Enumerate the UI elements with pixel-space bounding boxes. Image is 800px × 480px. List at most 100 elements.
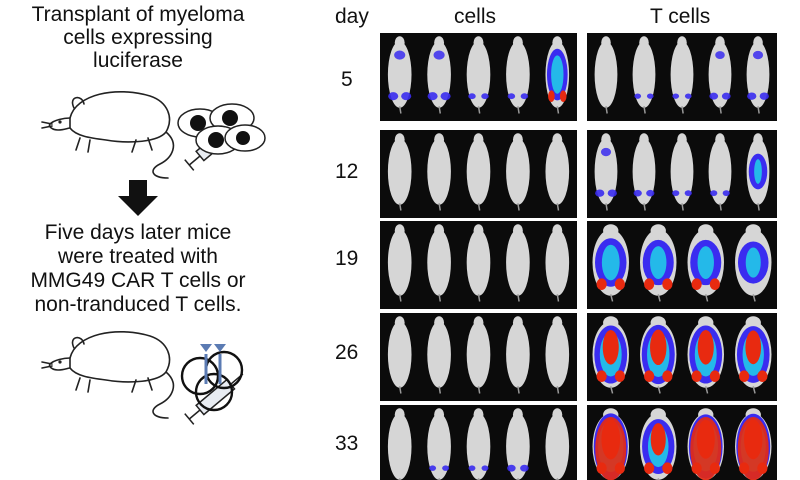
imaging-panel-left — [380, 130, 577, 218]
imaging-panel-right — [587, 33, 777, 121]
step2-line: were treated with — [58, 245, 218, 268]
luminescence-signal — [429, 465, 450, 471]
mouse-image — [466, 316, 491, 394]
day-label: 33 — [335, 432, 359, 455]
mouse-image — [427, 408, 451, 480]
mouse-image — [545, 133, 570, 211]
mouse-image — [545, 316, 570, 394]
mouse-image — [506, 36, 530, 114]
mouse-image — [466, 408, 491, 480]
mouse-image — [708, 36, 732, 114]
luminescence-signal — [427, 50, 451, 101]
day-label: 26 — [335, 341, 359, 364]
mouse-image — [466, 36, 491, 114]
mouse-tail-icon — [152, 131, 175, 179]
mouse-image — [670, 133, 694, 211]
step1-line: Transplant of myeloma — [31, 3, 245, 26]
column-header-left: cells — [454, 5, 497, 28]
mouse-image — [735, 316, 772, 394]
step1-caption: Transplant of myeloma cells expressing l… — [0, 4, 276, 73]
luminescence-signal — [642, 239, 674, 290]
mouse-image — [632, 133, 656, 211]
mouse-image — [506, 133, 530, 211]
luminescence-signal — [690, 239, 722, 290]
mouse-image — [387, 133, 412, 211]
luminescence-signal — [595, 147, 617, 197]
luminescence-signal — [468, 465, 489, 471]
luminescence-signal — [736, 413, 771, 480]
imaging-panel-left — [380, 313, 577, 401]
step1-line: cells expressing — [63, 26, 213, 49]
step2-caption: Five days later mice were treated with M… — [0, 222, 276, 318]
myeloma-cells-icon — [177, 103, 266, 155]
mouse-image — [592, 316, 629, 394]
mouse-image — [387, 408, 412, 480]
mouse-image — [640, 316, 677, 394]
imaging-panel-right — [587, 313, 777, 401]
mouse-eye-icon — [58, 120, 62, 124]
luminescence-signal — [633, 189, 655, 197]
mouse-injection-illustration — [41, 90, 266, 179]
mouse-image — [545, 408, 570, 480]
mouse-image — [427, 316, 451, 394]
step1-line: luciferase — [93, 49, 183, 72]
step2-line: MMG49 CAR T cells or — [30, 269, 246, 292]
mouse-image — [735, 224, 772, 302]
mouse-image — [427, 224, 451, 302]
mouse-image — [387, 36, 412, 114]
mouse-image — [632, 36, 656, 114]
imaging-panel-right — [587, 405, 777, 480]
mouse-image — [670, 36, 694, 114]
luminescence-signal — [710, 190, 730, 197]
mouse-image — [746, 133, 770, 211]
luminescence-signal — [672, 190, 692, 197]
luminescence-signal — [634, 93, 654, 99]
mouse-image — [687, 316, 724, 394]
luminescence-signal — [595, 238, 627, 290]
mouse-body-icon — [69, 90, 171, 143]
luminescence-signal — [507, 93, 529, 100]
mouse-head-icon — [48, 117, 71, 131]
luminescence-signal — [593, 413, 628, 480]
mouse-image — [594, 36, 618, 114]
luminescence-signal — [672, 93, 692, 99]
mouse-image — [466, 133, 491, 211]
luminescence-signal — [641, 324, 675, 385]
column-header-right: T cells — [650, 5, 711, 28]
imaging-panel-right — [587, 221, 777, 309]
luminescence-signal — [642, 419, 675, 474]
mouse-ear-icon — [71, 96, 85, 109]
mouse-image — [506, 316, 530, 394]
step2-line: non-tranduced T cells. — [34, 293, 242, 316]
mouse-image — [640, 224, 677, 302]
mouse-image — [746, 36, 770, 114]
luminescence-signal — [709, 51, 731, 100]
mouse-image — [387, 316, 412, 394]
luminescence-signal — [546, 48, 568, 102]
mouse-treatment-illustration — [41, 330, 244, 425]
luminescence-signal — [736, 326, 770, 383]
mouse-image — [506, 408, 530, 480]
mouse-image — [640, 408, 677, 480]
mouse-image — [387, 224, 412, 302]
mouse-image — [545, 36, 570, 114]
mouse-image — [592, 224, 629, 302]
luminescence-signal — [468, 93, 489, 100]
mouse-image — [735, 408, 772, 480]
mouse-image — [427, 36, 451, 114]
imaging-panel-left — [380, 221, 577, 309]
mouse-image — [545, 224, 570, 302]
luminescence-signal — [737, 241, 769, 284]
imaging-panel-left — [380, 405, 577, 480]
mouse-image — [506, 224, 530, 302]
step2-line: Five days later mice — [44, 221, 232, 244]
car-t-cells-icon — [180, 344, 244, 412]
imaging-panel-left — [380, 33, 577, 121]
luminescence-signal — [747, 50, 769, 100]
luminescence-signal — [688, 414, 723, 480]
mouse-image — [427, 133, 451, 211]
mouse-image — [594, 133, 618, 211]
syringe-icon — [184, 373, 244, 425]
mouse-image — [592, 408, 629, 480]
mouse-image — [687, 408, 724, 480]
